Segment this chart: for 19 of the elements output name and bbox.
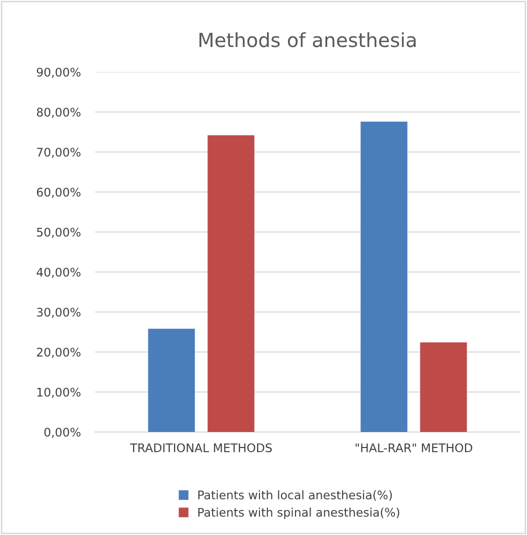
x-tick-label: "HAL-RAR" METHOD <box>356 443 472 452</box>
legend-label: Patients with spinal anesthesia(%) <box>198 508 400 520</box>
bar <box>208 135 254 432</box>
y-tick-label: 30,00% <box>36 308 80 318</box>
chart-title: Methods of anesthesia <box>199 32 416 48</box>
bar <box>420 342 467 432</box>
y-tick-label: 80,00% <box>36 108 80 118</box>
x-tick-label: TRADITIONAL METHODS <box>130 443 272 452</box>
y-tick-label: 70,00% <box>37 148 80 158</box>
y-tick-label: 60,00% <box>36 188 80 198</box>
y-tick-label: 40,00% <box>36 268 80 278</box>
y-tick-label: 90,00% <box>36 68 80 78</box>
y-tick-label: 10,00% <box>37 388 80 398</box>
y-tick-label: 20,00% <box>36 348 80 358</box>
y-tick-label: 0,00% <box>44 428 80 438</box>
bar <box>360 122 408 432</box>
legend-label: Patients with local anesthesia(%) <box>198 490 392 501</box>
y-tick-label: 50,00% <box>37 228 80 238</box>
bar <box>148 328 195 432</box>
